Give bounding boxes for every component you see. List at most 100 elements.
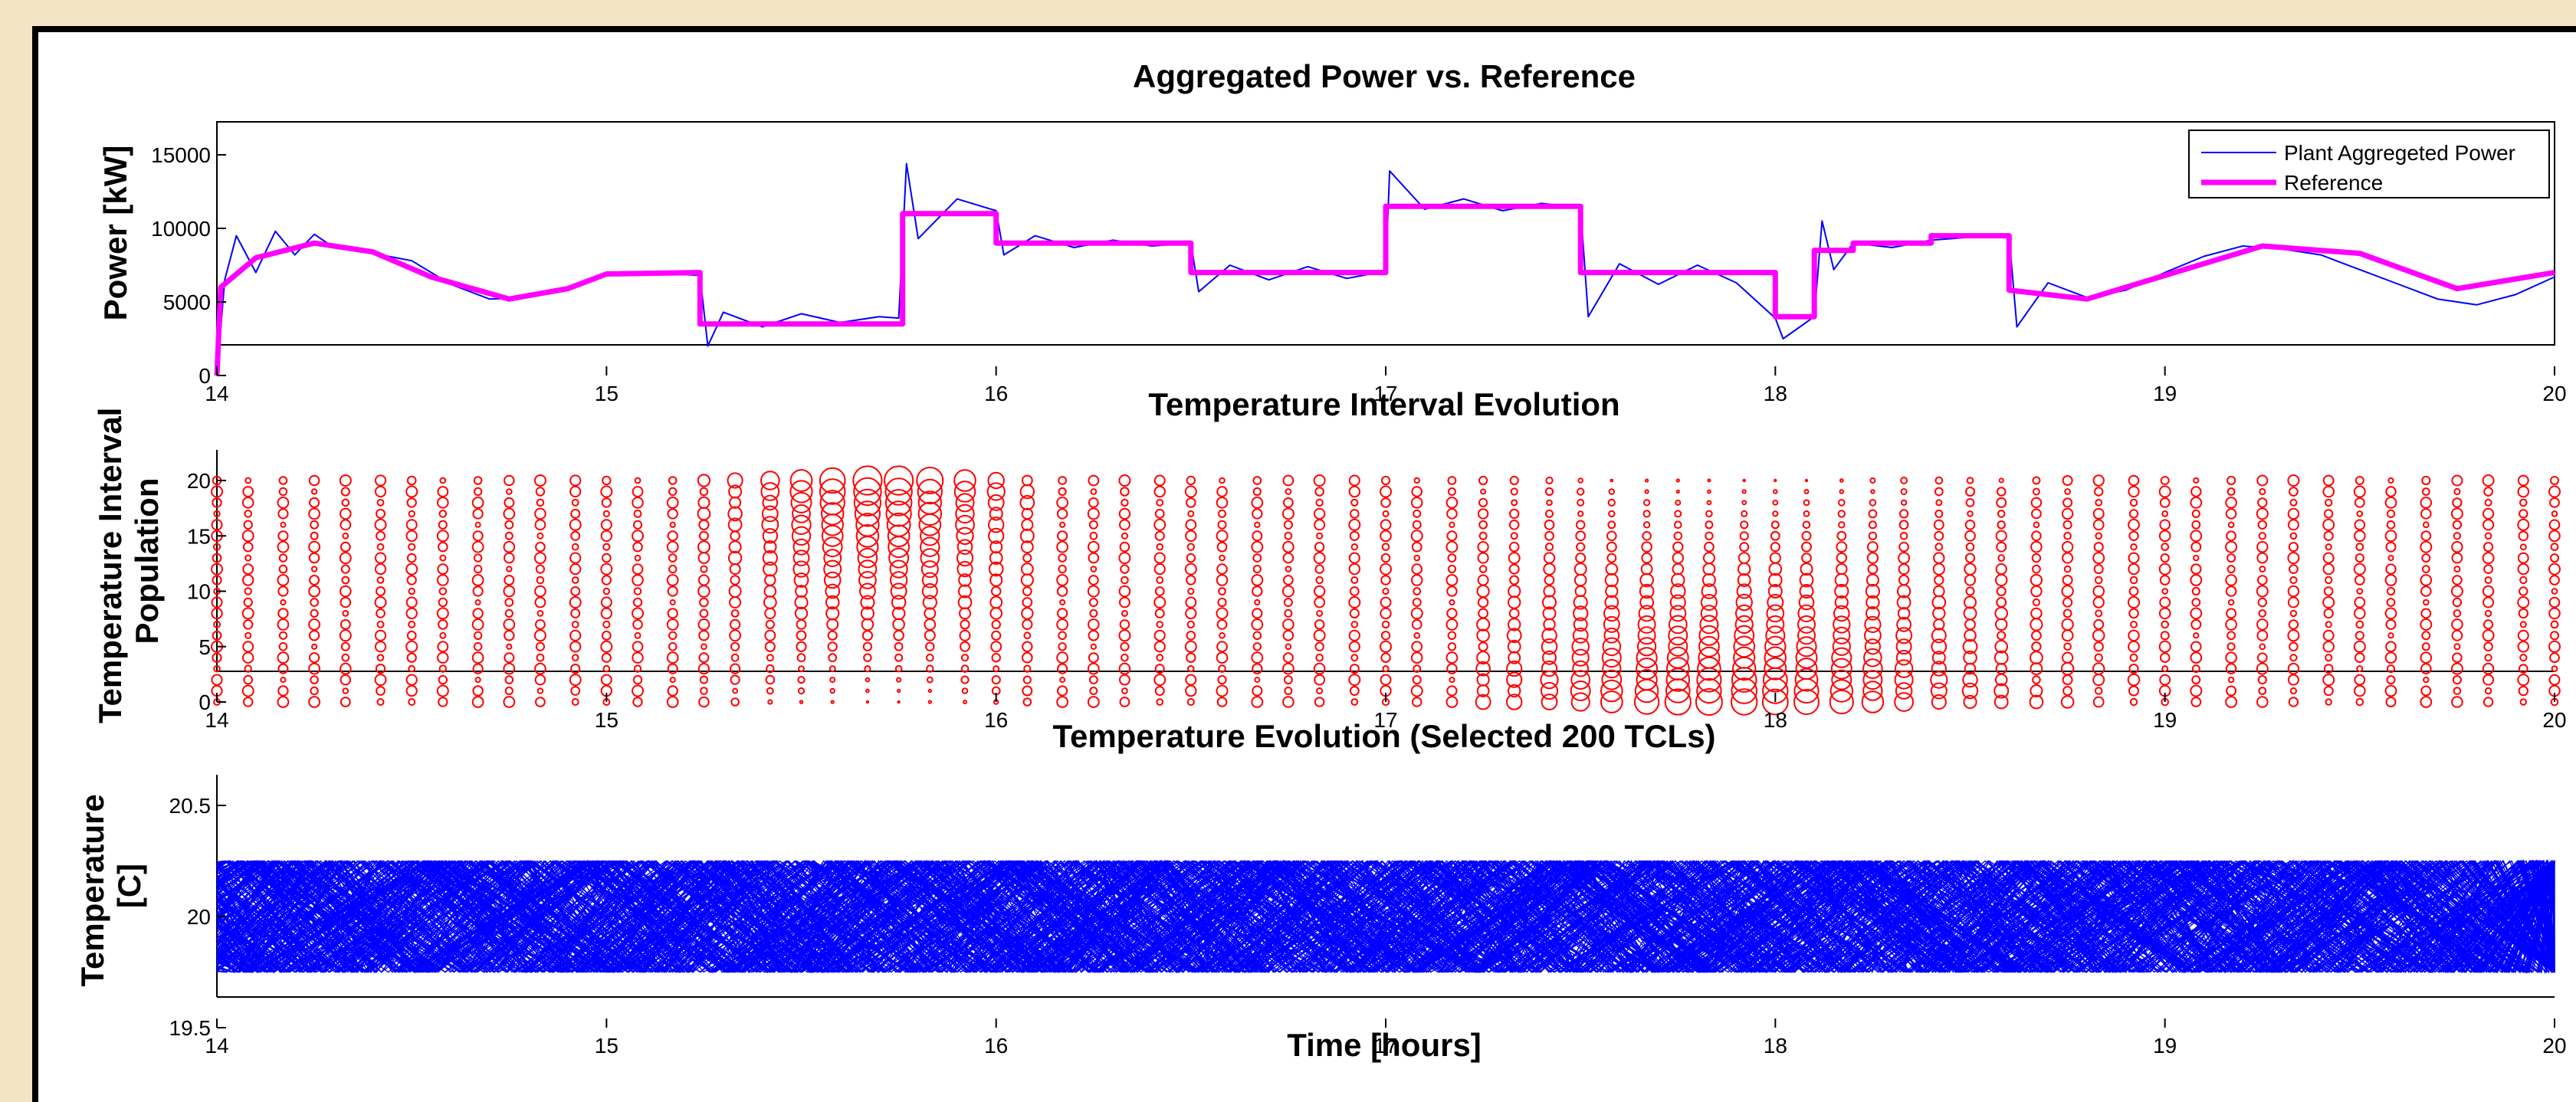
population-bubble: [474, 677, 481, 684]
population-bubble: [989, 551, 1003, 565]
population-bubble: [2257, 575, 2268, 585]
population-bubble: [1575, 520, 1586, 530]
population-bubble: [503, 618, 516, 631]
x-tick-label: 20: [2542, 1034, 2566, 1058]
population-bubble: [2549, 631, 2560, 641]
population-bubble: [2191, 520, 2201, 530]
population-bubble: [340, 619, 351, 630]
population-bubble: [1700, 605, 1718, 622]
population-bubble: [2551, 665, 2558, 672]
population-bubble: [1478, 565, 1488, 573]
population-bubble: [2453, 532, 2462, 540]
population-bubble: [503, 696, 516, 708]
population-bubble: [2322, 474, 2335, 487]
population-bubble: [437, 486, 449, 497]
population-bubble: [2323, 685, 2334, 697]
population-bubble: [1866, 595, 1880, 610]
population-bubble: [2030, 662, 2043, 675]
population-bubble: [2127, 595, 2141, 609]
population-bubble: [471, 696, 484, 708]
population-bubble: [765, 674, 776, 685]
population-bubble: [2323, 586, 2334, 596]
population-bubble: [1219, 477, 1226, 484]
population-bubble: [1670, 583, 1686, 599]
population-bubble: [1608, 510, 1616, 518]
population-bubble: [1933, 585, 1945, 598]
population-bubble: [1506, 661, 1523, 677]
population-bubble: [1768, 572, 1783, 588]
population-bubble: [666, 696, 679, 708]
population-bubble: [1767, 584, 1783, 599]
population-bubble: [1119, 674, 1130, 686]
population-bubble: [829, 665, 836, 673]
population-bubble: [1672, 541, 1684, 553]
population-bubble: [2517, 518, 2530, 531]
population-bubble: [1185, 607, 1197, 620]
population-bubble: [1739, 531, 1749, 541]
population-bubble: [990, 585, 1002, 597]
population-bubble: [916, 467, 944, 494]
population-bubble: [537, 532, 544, 540]
population-bubble: [1896, 617, 1912, 632]
population-bubble: [666, 497, 679, 509]
population-bubble: [2092, 662, 2105, 675]
population-bubble: [278, 631, 287, 640]
population-bubble: [1121, 532, 1129, 540]
population-bubble: [472, 663, 484, 674]
population-bubble: [1088, 497, 1099, 508]
population-bubble: [374, 563, 387, 576]
population-bubble: [2225, 540, 2238, 553]
population-bubble: [2548, 596, 2561, 608]
population-bubble: [819, 478, 846, 505]
population-bubble: [1802, 520, 1811, 530]
population-bubble: [2484, 654, 2492, 662]
population-bubble: [339, 474, 352, 487]
population-bubble: [2225, 508, 2237, 520]
population-bubble: [341, 576, 350, 585]
population-bubble: [376, 586, 386, 596]
population-bubble: [2061, 585, 2074, 598]
population-bubble: [1508, 520, 1520, 530]
population-bubble: [1642, 531, 1652, 541]
population-bubble: [2092, 507, 2105, 520]
population-bubble: [1861, 690, 1885, 713]
population-bubble: [2548, 485, 2561, 498]
population-bubble: [340, 507, 352, 520]
population-bubble: [243, 520, 253, 530]
population-bubble: [1601, 648, 1622, 668]
population-bubble: [602, 475, 612, 486]
population-bubble: [1156, 543, 1163, 551]
population-bubble: [1119, 596, 1130, 608]
population-bubble: [926, 664, 934, 673]
population-bubble: [1833, 615, 1851, 634]
population-bubble: [1118, 474, 1131, 487]
population-bubble: [2226, 608, 2237, 619]
population-bubble: [569, 485, 582, 498]
population-bubble: [1508, 584, 1521, 599]
population-bubble: [1251, 651, 1264, 664]
population-bubble: [1546, 499, 1553, 507]
population-bubble: [1349, 686, 1360, 696]
population-bubble: [2548, 562, 2561, 576]
population-bubble: [1153, 641, 1166, 653]
population-bubble: [376, 654, 385, 662]
population-bubble: [2030, 585, 2043, 598]
population-bubble: [2386, 520, 2396, 530]
population-bubble: [1184, 485, 1197, 498]
population-bubble: [2258, 687, 2267, 695]
population-bubble: [988, 517, 1005, 533]
population-bubble: [1795, 646, 1818, 669]
population-bubble: [1509, 575, 1520, 585]
population-bubble: [860, 606, 875, 621]
population-bubble: [1021, 507, 1034, 520]
y-tick-label: 0: [199, 690, 211, 714]
population-bubble: [1282, 662, 1295, 675]
population-bubble: [632, 574, 644, 586]
population-bubble: [1575, 530, 1587, 542]
population-bubble: [211, 562, 223, 576]
tcl-temperature-line: [216, 860, 2555, 973]
population-bubble: [2386, 675, 2396, 685]
population-bubble: [2353, 485, 2366, 498]
legend-box: [2188, 130, 2550, 198]
population-bubble: [504, 497, 515, 508]
